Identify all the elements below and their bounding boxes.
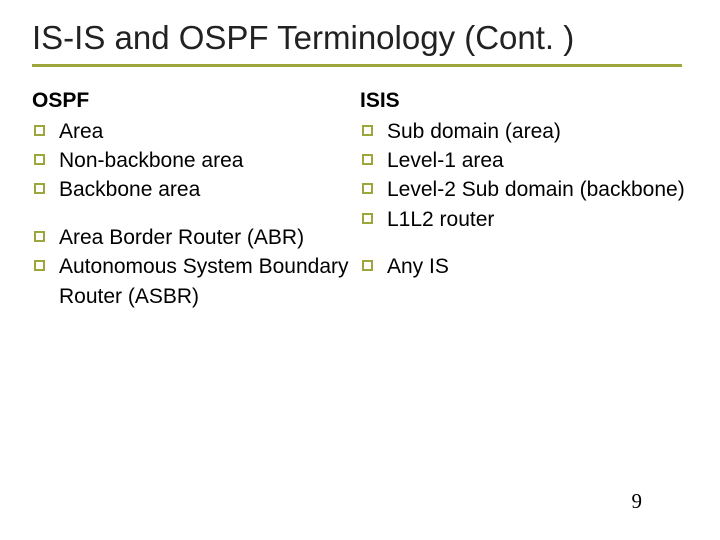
square-bullet-icon xyxy=(362,125,373,136)
item-text: Area Border Router (ABR) xyxy=(59,223,360,252)
list-item: Non-backbone area xyxy=(32,146,360,175)
square-bullet-icon xyxy=(34,260,45,271)
item-text: L1L2 router xyxy=(387,205,688,234)
square-bullet-icon xyxy=(34,125,45,136)
title-divider xyxy=(32,64,682,67)
square-bullet-icon xyxy=(34,183,45,194)
square-bullet-icon xyxy=(362,213,373,224)
item-text: Level-2 Sub domain (backbone) xyxy=(387,175,688,204)
square-bullet-icon xyxy=(362,183,373,194)
list-item: Level-2 Sub domain (backbone) xyxy=(360,175,688,204)
right-group-1: Sub domain (area) Level-1 area Level-2 S… xyxy=(360,117,688,235)
list-item: Autonomous System Boundary Router (ASBR) xyxy=(32,252,360,311)
left-group-1: Area Non-backbone area Backbone area xyxy=(32,117,360,205)
right-column: ISIS Sub domain (area) Level-1 area Leve… xyxy=(360,89,688,329)
list-item: Area xyxy=(32,117,360,146)
item-text: Sub domain (area) xyxy=(387,117,688,146)
list-item: Sub domain (area) xyxy=(360,117,688,146)
right-column-header: ISIS xyxy=(360,89,688,113)
list-item: Level-1 area xyxy=(360,146,688,175)
square-bullet-icon xyxy=(34,231,45,242)
square-bullet-icon xyxy=(362,260,373,271)
list-item: Backbone area xyxy=(32,175,360,204)
list-item: Any IS xyxy=(360,252,688,281)
square-bullet-icon xyxy=(362,154,373,165)
page-number: 9 xyxy=(632,489,643,514)
item-text: Any IS xyxy=(387,252,688,281)
right-group-2: Any IS xyxy=(360,252,688,281)
item-text: Non-backbone area xyxy=(59,146,360,175)
left-column-header: OSPF xyxy=(32,89,360,113)
list-item: Area Border Router (ABR) xyxy=(32,223,360,252)
slide-container: IS-IS and OSPF Terminology (Cont. ) OSPF… xyxy=(0,0,720,540)
list-item: L1L2 router xyxy=(360,205,688,234)
item-text: Level-1 area xyxy=(387,146,688,175)
left-group-2: Area Border Router (ABR) Autonomous Syst… xyxy=(32,223,360,311)
item-text: Backbone area xyxy=(59,175,360,204)
left-column: OSPF Area Non-backbone area Backbone are… xyxy=(32,89,360,329)
item-text: Area xyxy=(59,117,360,146)
columns-container: OSPF Area Non-backbone area Backbone are… xyxy=(32,89,688,329)
item-text: Autonomous System Boundary Router (ASBR) xyxy=(59,252,360,311)
slide-title: IS-IS and OSPF Terminology (Cont. ) xyxy=(32,18,688,58)
square-bullet-icon xyxy=(34,154,45,165)
